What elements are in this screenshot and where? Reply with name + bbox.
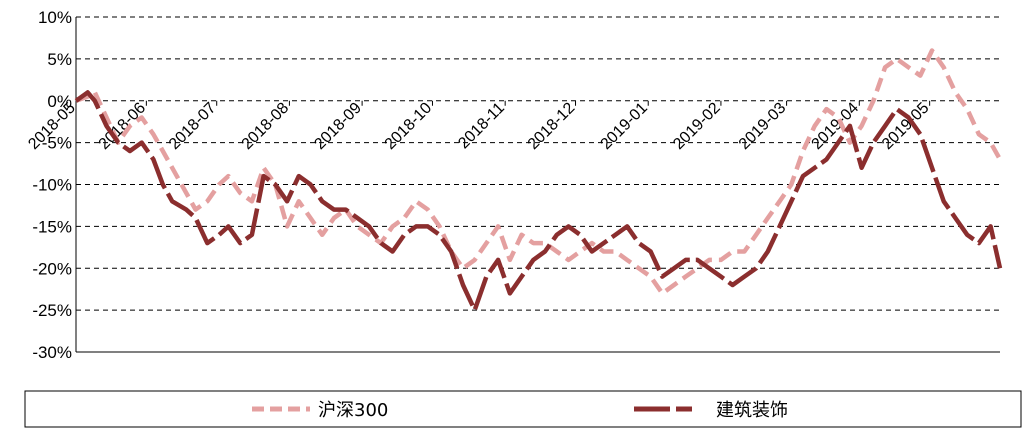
x-tick-label: 2019-03: [736, 99, 790, 153]
y-tick-label: -20%: [32, 259, 72, 278]
y-tick-label: -15%: [32, 217, 72, 236]
legend-label-hs300: 沪深300: [318, 400, 388, 421]
x-tick-label: 2018-10: [382, 99, 436, 153]
y-tick-label: 5%: [47, 50, 72, 69]
x-tick-label: 2018-07: [166, 99, 220, 153]
x-tick-label: 2019-01: [598, 99, 652, 153]
x-tick-label: 2018-09: [311, 99, 365, 153]
legend-box: [24, 390, 1022, 428]
y-tick-label: -25%: [32, 301, 72, 320]
legend-label-construction: 建筑装饰: [716, 400, 788, 421]
y-tick-label: -5%: [42, 134, 72, 153]
y-tick-label: -30%: [32, 343, 72, 362]
series-line-construction: [74, 90, 1003, 313]
series-group: [74, 48, 1003, 313]
x-tick-label: 2019-02: [670, 99, 724, 153]
x-tick-label: 2018-11: [455, 99, 508, 152]
y-tick-label: -10%: [32, 176, 72, 195]
legend: 沪深300 建筑装饰: [24, 390, 1022, 428]
y-tick-label: 0%: [47, 92, 72, 111]
x-tick-label: 2018-12: [525, 99, 579, 153]
x-tick-label: 2018-08: [239, 99, 293, 153]
series-line-hs300: [75, 48, 1002, 296]
grid: [76, 16, 1000, 353]
y-tick-label: 10%: [38, 8, 72, 27]
